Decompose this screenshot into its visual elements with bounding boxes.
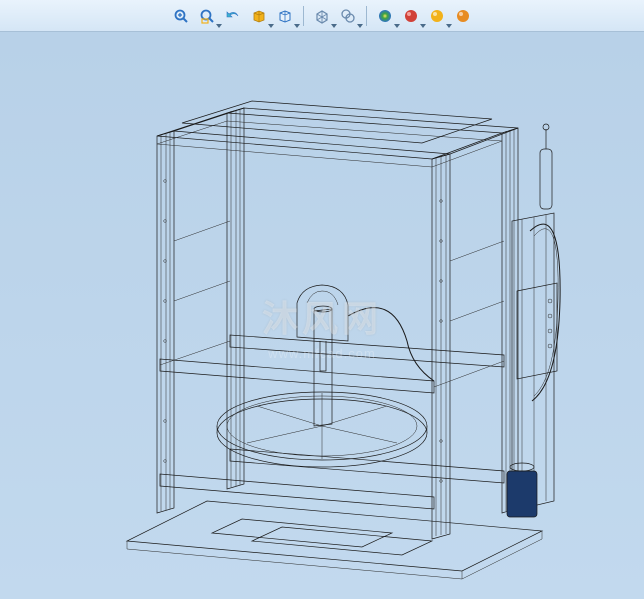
appearance-icon [403,8,419,24]
toolbar-separator [366,6,367,26]
section-view-button[interactable] [248,5,270,27]
view-orientation-button[interactable] [311,5,333,27]
chevron-down-icon [357,24,363,28]
hide-show-icon [340,8,356,24]
scene-icon [377,8,393,24]
zoom-fit-button[interactable] [170,5,192,27]
zoom-fit-icon [173,8,189,24]
model-container [0,32,644,599]
model-viewport[interactable]: 沐风网 www.mfcad.com [0,32,644,599]
prev-view-icon [225,8,241,24]
zoom-area-icon [199,8,215,24]
heads-up-toolbar [0,0,644,32]
display-style-icon [277,8,293,24]
settings-button[interactable] [426,5,448,27]
hide-show-button[interactable] [337,5,359,27]
render-icon [455,8,471,24]
display-style-button[interactable] [274,5,296,27]
chevron-down-icon [294,24,300,28]
appearance-button[interactable] [400,5,422,27]
view-orientation-icon [314,8,330,24]
zoom-area-button[interactable] [196,5,218,27]
settings-icon [429,8,445,24]
wireframe-model [62,41,582,591]
cad-app-window: 沐风网 www.mfcad.com [0,0,644,599]
toolbar-separator [303,6,304,26]
prev-view-button[interactable] [222,5,244,27]
render-button[interactable] [452,5,474,27]
section-view-icon [251,8,267,24]
scene-button[interactable] [374,5,396,27]
